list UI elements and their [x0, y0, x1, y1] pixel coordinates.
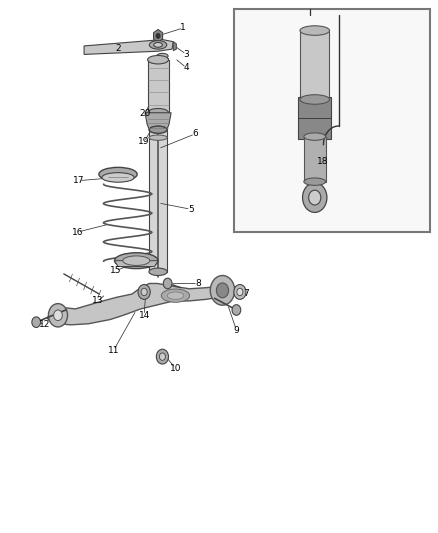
Circle shape [237, 288, 243, 296]
Bar [234, 10, 430, 232]
Text: 8: 8 [195, 279, 201, 288]
Circle shape [210, 276, 235, 305]
Circle shape [141, 288, 147, 296]
Text: 17: 17 [73, 176, 85, 185]
Circle shape [156, 33, 160, 38]
Circle shape [53, 310, 62, 320]
Ellipse shape [157, 53, 168, 59]
Polygon shape [84, 39, 173, 54]
Ellipse shape [304, 178, 325, 185]
Circle shape [216, 283, 229, 298]
Circle shape [163, 278, 172, 289]
Ellipse shape [149, 41, 167, 49]
Bar [298, 97, 331, 139]
Text: 9: 9 [233, 326, 239, 335]
Polygon shape [115, 261, 158, 266]
Circle shape [303, 183, 327, 213]
Polygon shape [145, 113, 171, 130]
Text: 18: 18 [317, 157, 328, 166]
Circle shape [232, 305, 241, 316]
Polygon shape [173, 42, 177, 51]
Text: 11: 11 [108, 346, 120, 355]
Bar [304, 136, 325, 182]
Text: 4: 4 [184, 63, 189, 72]
Ellipse shape [300, 95, 329, 104]
Polygon shape [148, 60, 169, 113]
Circle shape [48, 304, 67, 327]
Circle shape [234, 285, 246, 300]
Ellipse shape [99, 167, 137, 181]
Circle shape [159, 353, 166, 360]
Ellipse shape [161, 289, 190, 302]
Ellipse shape [304, 133, 325, 140]
Circle shape [309, 190, 321, 205]
Text: 7: 7 [243, 288, 249, 297]
Text: 6: 6 [192, 130, 198, 139]
Text: 2: 2 [115, 44, 121, 53]
Ellipse shape [115, 253, 158, 269]
Circle shape [32, 317, 41, 327]
Polygon shape [47, 284, 226, 325]
Polygon shape [149, 130, 167, 272]
Text: 20: 20 [139, 109, 151, 118]
Ellipse shape [149, 268, 167, 276]
Ellipse shape [148, 109, 169, 117]
Text: 19: 19 [138, 138, 150, 147]
Ellipse shape [149, 135, 167, 140]
Text: 12: 12 [39, 320, 51, 329]
Polygon shape [154, 29, 162, 42]
Ellipse shape [102, 173, 134, 182]
Ellipse shape [149, 126, 167, 133]
Circle shape [138, 285, 150, 300]
Text: 10: 10 [170, 364, 181, 373]
Ellipse shape [149, 126, 167, 133]
Circle shape [156, 349, 169, 364]
Ellipse shape [123, 256, 150, 265]
Text: 16: 16 [72, 228, 83, 237]
Text: 3: 3 [184, 50, 189, 59]
Ellipse shape [148, 55, 169, 64]
Text: 14: 14 [138, 311, 150, 320]
Text: 1: 1 [180, 23, 186, 33]
Text: 15: 15 [110, 266, 121, 275]
Ellipse shape [154, 43, 162, 47]
Bar [300, 30, 329, 100]
Text: 5: 5 [188, 205, 194, 214]
Ellipse shape [167, 292, 184, 300]
Ellipse shape [300, 26, 329, 35]
Text: 13: 13 [92, 296, 104, 305]
